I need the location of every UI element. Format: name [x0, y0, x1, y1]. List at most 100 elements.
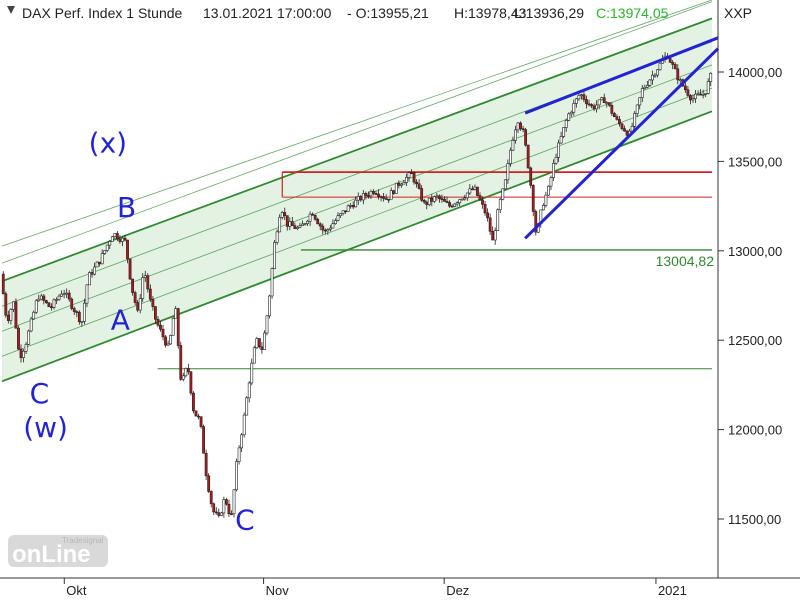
candle-up	[354, 199, 358, 208]
candle-down	[204, 452, 208, 477]
candle-up	[501, 188, 505, 200]
channel-inner-line-1	[1, 87, 713, 357]
candle-down	[192, 392, 195, 412]
channel-inner-line-4	[1, 1, 713, 264]
candle-up	[108, 241, 112, 246]
candle-up	[339, 213, 342, 216]
candle-up	[493, 230, 497, 241]
candle-up	[643, 86, 647, 89]
candle-up	[605, 102, 609, 104]
y-axis: 11500,00 12000,00 12500,00 13000,00 13500,00…	[718, 65, 782, 527]
candle-up	[691, 98, 695, 101]
candle-up	[280, 212, 284, 218]
candle-up	[503, 179, 507, 190]
candle-down	[367, 195, 370, 197]
candle-down	[443, 198, 446, 202]
candle-down	[313, 214, 317, 220]
candle-up	[275, 231, 279, 243]
candle-up	[600, 97, 604, 101]
candle-down	[217, 512, 221, 516]
logo-main-text: onLine	[12, 541, 91, 568]
candle-up	[37, 298, 41, 302]
candle-down	[164, 336, 167, 346]
candle-up	[171, 317, 175, 336]
candle-down	[194, 410, 198, 417]
candle-down	[377, 193, 380, 197]
y-tick-label: 11500,00	[728, 512, 781, 527]
candle-down	[227, 503, 231, 515]
candles	[1, 51, 713, 518]
candle-down	[671, 62, 675, 65]
candle-down	[344, 210, 347, 213]
candle-down	[98, 261, 102, 265]
candle-up	[93, 266, 96, 275]
candle-down	[214, 511, 218, 514]
x-tick-label: Dez	[446, 583, 469, 598]
candle-up	[222, 499, 226, 514]
candle-up	[569, 111, 573, 115]
trend-channel-upper-line	[1, 17, 713, 283]
candle-down	[531, 185, 535, 212]
candle-down	[189, 371, 193, 394]
candle-up	[514, 129, 517, 141]
candle-up	[22, 350, 25, 358]
candle-up	[306, 220, 309, 224]
candle-up	[506, 163, 510, 181]
candle-up	[564, 120, 568, 128]
candle-down	[311, 213, 315, 216]
candle-up	[369, 191, 373, 197]
x-axis: Okt Nov Dez 2021	[63, 578, 687, 598]
candle-down	[382, 196, 386, 199]
candle-up	[298, 225, 302, 228]
candle-up	[169, 335, 173, 345]
wedge-line-1	[524, 47, 720, 240]
candle-up	[174, 308, 178, 319]
candle-up	[138, 298, 142, 311]
candle-up	[24, 343, 28, 352]
candle-up	[303, 223, 307, 225]
candle-down	[422, 200, 426, 203]
candle-down	[683, 85, 687, 91]
candle-up	[435, 195, 439, 198]
candle-up	[516, 122, 520, 131]
candle-up	[349, 204, 353, 207]
wave-label-3: A	[111, 303, 130, 336]
candle-up	[100, 253, 104, 265]
candle-up	[181, 375, 185, 380]
candle-up	[184, 368, 188, 377]
candle-down	[486, 212, 489, 219]
candle-up	[706, 81, 710, 94]
candle-up	[65, 292, 69, 295]
candle-up	[463, 197, 467, 200]
candle-down	[42, 295, 46, 301]
candle-down	[623, 128, 626, 132]
candle-up	[12, 301, 15, 310]
candle-up	[105, 244, 109, 251]
candle-down	[430, 197, 434, 202]
candle-up	[458, 199, 462, 204]
candle-up	[308, 213, 312, 222]
candle-up	[268, 295, 271, 317]
candle-up	[88, 272, 91, 286]
candle-up	[633, 113, 637, 127]
candle-up	[55, 299, 58, 301]
header-low: L:13936,29	[514, 5, 584, 21]
candle-up	[645, 85, 649, 88]
candle-down	[44, 300, 48, 304]
candle-up	[301, 223, 304, 227]
candle-down	[207, 475, 211, 492]
candle-up	[237, 447, 241, 462]
candle-up	[552, 163, 555, 178]
collapse-triangle-icon[interactable]	[7, 6, 15, 14]
candle-up	[336, 215, 340, 221]
candle-down	[126, 239, 129, 260]
candle-up	[460, 198, 464, 201]
candle-up	[361, 193, 365, 201]
candle-up	[143, 275, 147, 278]
candle-down	[19, 348, 23, 358]
y-tick-label: 14000,00	[728, 65, 782, 80]
candle-down	[50, 306, 53, 309]
candle-up	[245, 397, 249, 416]
x-tick-label: Okt	[66, 583, 87, 598]
